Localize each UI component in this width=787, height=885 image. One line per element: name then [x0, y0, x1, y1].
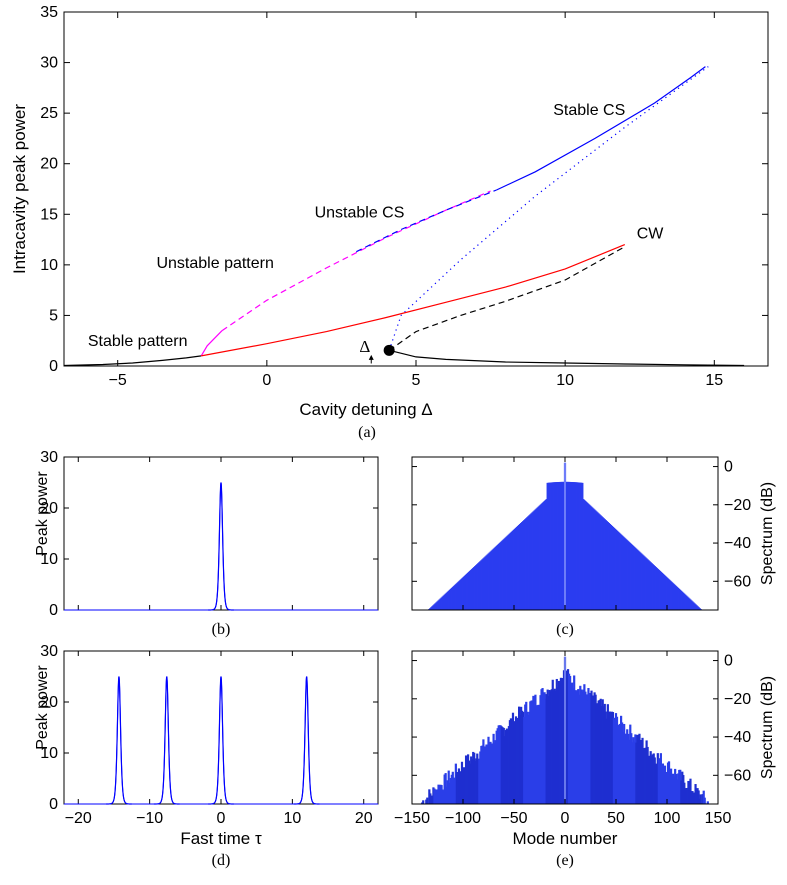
series-line-blue-dotted: [389, 67, 708, 351]
series-line-blue-solid: [497, 67, 706, 190]
annotation-label: CW: [637, 226, 665, 243]
annotation-label: Stable pattern: [88, 333, 188, 350]
y-tick-label-e: 0: [724, 653, 733, 670]
y-tick-label-c: −20: [724, 497, 751, 514]
annotation-label: Stable CS: [553, 102, 625, 119]
y-tick-label-a: 20: [40, 156, 58, 173]
x-tick-label-e: −50: [500, 810, 527, 827]
caption-c: (c): [556, 621, 574, 638]
x-tick-label-e: 0: [561, 810, 570, 827]
pulse-peak: [154, 677, 180, 805]
plot-frame-a: [64, 12, 768, 366]
x-tick-label-e: 50: [607, 810, 625, 827]
x-axis-label-e: Mode number: [513, 829, 618, 848]
y-tick-label-c: 0: [724, 459, 733, 476]
caption-a: (a): [358, 424, 376, 441]
caption-e: (e): [556, 852, 574, 869]
y-axis-label-b: Peak power: [34, 471, 51, 556]
x-tick-label-d: 20: [355, 810, 373, 827]
marker-point: [384, 345, 395, 356]
y-tick-label-c: −60: [724, 573, 751, 590]
y-axis-label-c: Spectrum (dB): [759, 482, 776, 585]
pulse-peak: [106, 677, 132, 805]
y-tick-label-a: 35: [40, 4, 58, 21]
x-tick-label-d: 10: [283, 810, 301, 827]
x-tick-label-e: −150: [394, 810, 430, 827]
y-tick-label-e: −20: [724, 691, 751, 708]
plot-frame-d: [64, 651, 378, 804]
x-tick-label-e: 150: [705, 810, 732, 827]
x-tick-label-a: 15: [705, 372, 723, 389]
spectrum-bar: [700, 794, 702, 804]
x-axis-label-a: Cavity detuning Δ: [299, 400, 432, 419]
x-tick-label-a: 10: [556, 372, 574, 389]
x-tick-label-d: −20: [65, 810, 92, 827]
annotation-label: Unstable CS: [315, 204, 405, 221]
x-axis-label-d: Fast time τ: [180, 829, 262, 848]
x-tick-label-e: −100: [445, 810, 481, 827]
y-tick-label-a: 5: [49, 307, 58, 324]
y-axis-label-e: Spectrum (dB): [759, 676, 776, 779]
y-tick-label-a: 25: [40, 105, 58, 122]
pulse-trace: [64, 677, 378, 805]
pulse-peak: [208, 483, 234, 611]
y-tick-label-a: 30: [40, 55, 58, 72]
y-tick-label-a: 10: [40, 257, 58, 274]
pulse-peak: [208, 677, 234, 805]
y-tick-label-a: 15: [40, 206, 58, 223]
y-tick-label-c: −40: [724, 535, 751, 552]
caption-b: (b): [212, 621, 231, 638]
x-tick-label-d: −10: [136, 810, 163, 827]
y-axis-label-a: Intracavity peak power: [10, 104, 29, 274]
pulse-peak: [294, 677, 320, 805]
y-tick-label-b: 0: [49, 602, 58, 619]
y-tick-label-b: 30: [40, 449, 58, 466]
spectrum-bar: [422, 800, 424, 804]
caption-d: (d): [212, 852, 231, 869]
annotation-label: Unstable pattern: [156, 255, 273, 272]
y-tick-label-a: 0: [49, 358, 58, 375]
series-line-black-solid: [389, 350, 744, 365]
x-tick-label-e: 100: [654, 810, 681, 827]
pulse-trace: [64, 483, 378, 611]
x-tick-label-d: 0: [217, 810, 226, 827]
y-tick-label-e: −60: [724, 767, 751, 784]
spectrum-bar: [704, 798, 706, 804]
x-tick-label-a: −5: [109, 372, 127, 389]
y-tick-label-e: −40: [724, 729, 751, 746]
series-line-black-dashed: [389, 247, 625, 351]
plot-frame-b: [64, 457, 378, 610]
spectrum-bar: [426, 798, 428, 804]
annotation-label: Δ: [359, 337, 370, 356]
y-tick-label-d: 0: [49, 796, 58, 813]
x-tick-label-a: 0: [262, 372, 271, 389]
y-tick-label-d: 30: [40, 643, 58, 660]
y-axis-label-d: Peak power: [34, 665, 51, 750]
series-line-black-solid: [64, 356, 201, 366]
x-tick-label-a: 5: [412, 372, 421, 389]
